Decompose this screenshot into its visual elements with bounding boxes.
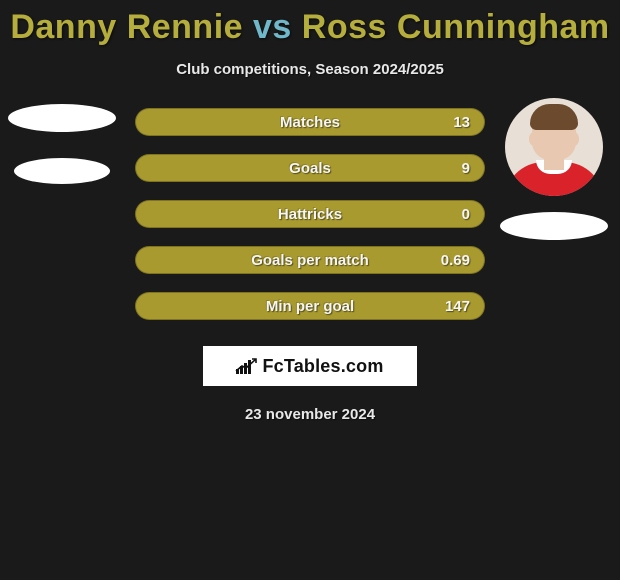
player-left-name: Danny Rennie [10, 8, 243, 46]
avatar-hair [530, 104, 578, 130]
right-player-block [500, 98, 608, 240]
stat-label: Min per goal [266, 298, 354, 315]
player-right-avatar [505, 98, 603, 196]
stats-column: Matches 13 Goals 9 Hattricks 0 Goals per… [135, 108, 485, 320]
date-line: 23 november 2024 [245, 406, 375, 423]
comparison-card: Danny Rennie vs Ross Cunningham Club com… [0, 0, 620, 423]
stat-label: Hattricks [278, 206, 342, 223]
stat-row-goals-per-match: Goals per match 0.69 [135, 246, 485, 274]
bar-trend-icon [236, 358, 256, 374]
stat-label: Matches [280, 114, 340, 131]
stat-value-right: 13 [453, 114, 470, 131]
stat-value-right: 9 [462, 160, 470, 177]
placeholder-oval [500, 212, 608, 240]
stat-row-goals: Goals 9 [135, 154, 485, 182]
logo-suffix: Tables.com [284, 356, 384, 376]
stats-area: Matches 13 Goals 9 Hattricks 0 Goals per… [0, 108, 620, 320]
subtitle: Club competitions, Season 2024/2025 [176, 61, 444, 78]
vs-connector: vs [253, 8, 292, 46]
stat-label: Goals per match [251, 252, 369, 269]
stat-value-right: 0.69 [441, 252, 470, 269]
player-right-name: Ross Cunningham [302, 8, 610, 46]
placeholder-oval [14, 158, 110, 184]
left-player-placeholder [8, 104, 116, 184]
page-title: Danny Rennie vs Ross Cunningham [10, 8, 609, 47]
site-logo[interactable]: FcTables.com [203, 346, 417, 386]
stat-row-hattricks: Hattricks 0 [135, 200, 485, 228]
stat-row-matches: Matches 13 [135, 108, 485, 136]
logo-prefix: Fc [262, 356, 283, 376]
stat-label: Goals [289, 160, 331, 177]
stat-row-min-per-goal: Min per goal 147 [135, 292, 485, 320]
placeholder-oval [8, 104, 116, 132]
stat-value-right: 147 [445, 298, 470, 315]
stat-value-right: 0 [462, 206, 470, 223]
logo-text: FcTables.com [262, 356, 383, 377]
